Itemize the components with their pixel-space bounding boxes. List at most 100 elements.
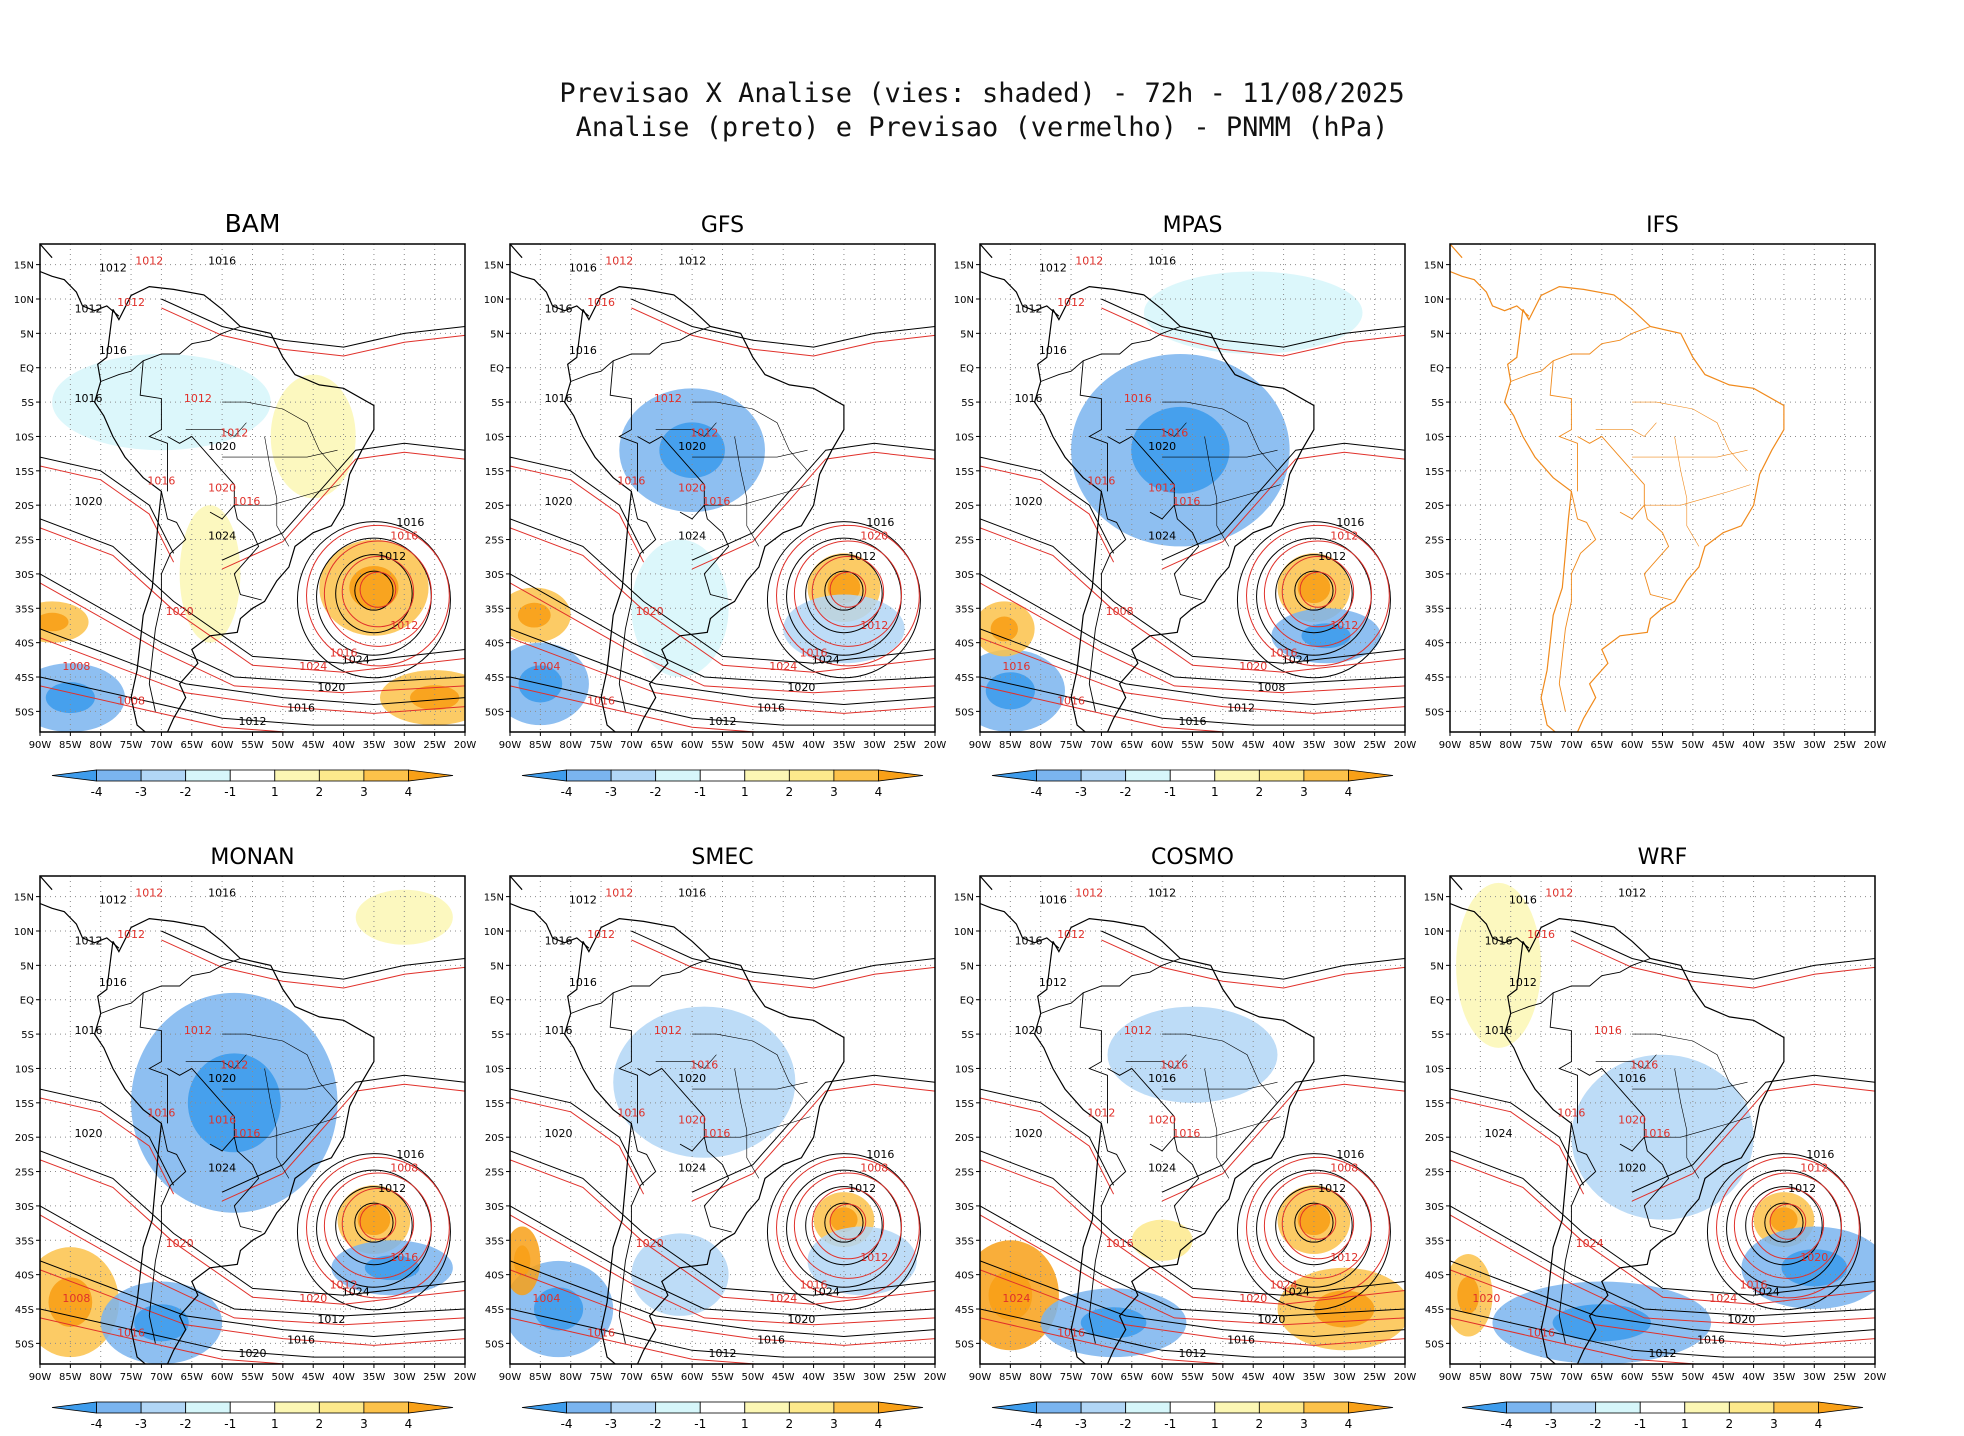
lat-tick-label: EQ [1430,996,1444,1007]
isobar-label-forecast: 1012 [605,255,633,268]
lat-tick-label: 15S [15,1099,34,1110]
lon-tick-label: 50W [272,740,295,751]
isobar-label-analysis: 1020 [787,1313,815,1326]
state-border [1674,1068,1700,1179]
isobar-label-analysis: 1016 [569,976,597,989]
bias-area [1456,882,1542,1048]
lat-tick-label: 5S [1431,1030,1444,1041]
coastline [510,876,590,949]
country-border [139,992,168,1124]
colorbar-bin [1169,769,1216,782]
isobar-label-forecast: 1016 [587,695,615,708]
state-border [1632,449,1748,458]
isobar-forecast [1450,1097,1585,1195]
isobar-analysis [1101,930,1405,980]
isobar-analysis [161,930,465,980]
isobar-analysis [980,628,1405,706]
lon-tick-label: 80W [1029,1372,1052,1383]
lon-tick-label: 60W [1151,1372,1174,1383]
colorbar-bin [1036,1401,1082,1414]
state-border [264,1068,290,1179]
isobar-analysis [40,518,465,664]
isobar-label-forecast: 1016 [147,475,175,488]
lon-tick-label: 45W [1242,740,1265,751]
isobar-forecast [1450,1269,1875,1346]
lon-tick-label: 90W [1439,1372,1462,1383]
lon-tick-label: 40W [1272,740,1295,751]
panel-title: SMEC [691,845,753,870]
colorbar-bin [140,1401,187,1414]
isobar-label-analysis: 1024 [678,530,706,543]
isobar-label-forecast: 1012 [1124,1024,1152,1037]
isobar-forecast [40,1159,465,1305]
isobar-label-forecast: 1016 [147,1107,175,1120]
lon-tick-label: 90W [499,1372,522,1383]
colorbar-label: 2 [786,1417,794,1431]
isobar-label-analysis: 1012 [99,261,127,274]
isobar-label-forecast: 1020 [860,530,888,543]
isobar-label-forecast: 1024 [1002,1292,1030,1305]
lat-tick-label: 30S [15,1202,34,1213]
isobar-label-forecast: 1020 [166,1237,194,1250]
lat-tick-label: 15N [954,893,974,904]
isobar-label-analysis: 1016 [1618,1072,1646,1085]
isobar-analysis [1571,930,1875,980]
colorbar-bin [1080,769,1127,782]
lon-tick-label: 80W [1029,740,1052,751]
isobar-label-analysis: 1016 [1015,935,1043,948]
isobar-analysis [40,676,465,726]
panel-bam: 1016101210121016101610201020102410161012… [14,209,477,799]
lon-tick-label: 25W [423,1372,446,1383]
country-border [100,326,241,382]
isobar-analysis [335,554,413,634]
isobar-label-forecast: 1012 [1087,1107,1115,1120]
isobar-label-forecast: 1020 [1148,1113,1176,1126]
isobar-forecast [1281,1188,1355,1260]
isobar-label-forecast: 1024 [1709,1292,1737,1305]
lat-tick-label: 20S [955,1133,974,1144]
lon-tick-label: 20W [1864,740,1887,751]
isobar-label-forecast: 1012 [860,619,888,632]
isobar-forecast [341,1188,415,1260]
bias-core [533,1287,584,1331]
isobar-label-analysis: 1016 [99,976,127,989]
lat-tick-label: 15N [954,261,974,272]
lat-tick-label: 15S [1425,1099,1444,1110]
lat-tick-label: 10S [955,432,974,443]
isobar-label-forecast: 1016 [1594,1024,1622,1037]
isobar-label-analysis: 1016 [545,1024,573,1037]
country-border [167,435,262,601]
lat-tick-label: EQ [20,364,34,375]
lat-tick-label: 20S [1425,1133,1444,1144]
colorbar-bin [655,769,701,782]
isobar-analysis [40,1205,465,1317]
country-border [1619,504,1645,520]
colorbar-label: -1 [1164,785,1176,799]
isobar-forecast [1246,524,1390,667]
isobar-label-forecast: 1016 [232,1127,260,1140]
lon-tick-label: 35W [833,740,856,751]
isobar-forecast [510,1159,935,1305]
isobar-label-analysis: 1016 [1509,893,1537,906]
lat-tick-label: 15N [14,261,34,272]
isobar-analysis [766,521,921,679]
isobar-label-analysis: 1016 [1806,1148,1834,1161]
isobar-label-forecast: 1016 [1172,1127,1200,1140]
colorbar-bin [140,769,187,782]
isobar-forecast [40,637,465,714]
colorbar-bin [1080,1401,1127,1414]
lon-tick-label: 85W [59,740,82,751]
isobar-forecast [1733,1172,1842,1279]
colorbar-end [521,1401,567,1414]
lon-tick-label: 65W [1590,1372,1613,1383]
isobar-label-analysis: 1012 [378,550,406,563]
colorbar-label: -2 [1120,1417,1132,1431]
colorbar-bin [229,1401,276,1414]
country-border [1149,1136,1175,1152]
lon-tick-label: 20W [454,740,477,751]
country-border [1088,491,1127,712]
colorbar-bin [610,769,657,782]
panel-title: MPAS [1163,213,1223,238]
lon-tick-label: 85W [1469,1372,1492,1383]
